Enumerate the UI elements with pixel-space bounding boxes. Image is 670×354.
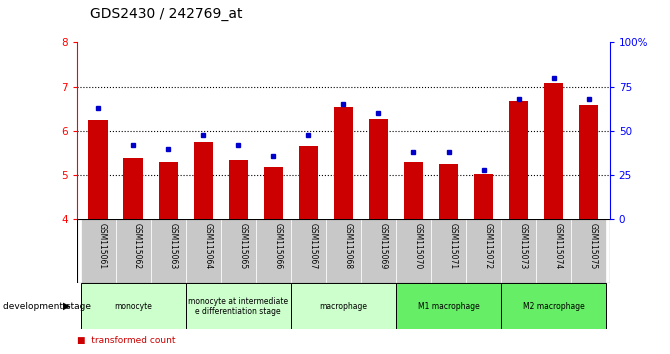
Text: GSM115068: GSM115068: [343, 223, 352, 269]
Bar: [80, 283, 186, 329]
Bar: [466, 219, 501, 283]
Bar: [264, 167, 283, 219]
Text: GSM115072: GSM115072: [484, 223, 492, 269]
Bar: [509, 101, 528, 219]
Bar: [80, 219, 116, 283]
Bar: [334, 107, 353, 219]
Text: M1 macrophage: M1 macrophage: [417, 302, 479, 311]
Bar: [501, 283, 606, 329]
Text: GSM115075: GSM115075: [589, 223, 598, 269]
Text: GSM115065: GSM115065: [239, 223, 247, 269]
Bar: [439, 164, 458, 219]
Text: GSM115070: GSM115070: [413, 223, 423, 269]
Text: GDS2430 / 242769_at: GDS2430 / 242769_at: [90, 7, 243, 21]
Bar: [228, 160, 248, 219]
Text: GSM115067: GSM115067: [308, 223, 318, 269]
Bar: [579, 105, 598, 219]
Bar: [404, 162, 423, 219]
Bar: [291, 283, 396, 329]
Text: GSM115074: GSM115074: [553, 223, 563, 269]
Text: monocyte at intermediate
e differentiation stage: monocyte at intermediate e differentiati…: [188, 297, 288, 316]
Bar: [474, 175, 493, 219]
Bar: [369, 119, 388, 219]
Bar: [159, 162, 178, 219]
Text: GSM115064: GSM115064: [203, 223, 212, 269]
Text: GSM115062: GSM115062: [133, 223, 142, 269]
Text: GSM115061: GSM115061: [98, 223, 107, 269]
Bar: [396, 283, 501, 329]
Text: ■  transformed count: ■ transformed count: [77, 336, 176, 345]
Bar: [123, 159, 143, 219]
Text: GSM115073: GSM115073: [519, 223, 527, 269]
Bar: [194, 142, 213, 219]
Bar: [536, 219, 571, 283]
Text: development stage: development stage: [3, 302, 91, 311]
Bar: [256, 219, 291, 283]
Bar: [571, 219, 606, 283]
Bar: [151, 219, 186, 283]
Text: macrophage: macrophage: [320, 302, 367, 311]
Bar: [116, 219, 151, 283]
Bar: [326, 219, 361, 283]
Bar: [88, 120, 108, 219]
Text: GSM115063: GSM115063: [168, 223, 177, 269]
Text: GSM115071: GSM115071: [448, 223, 458, 269]
Bar: [299, 147, 318, 219]
Text: GSM115066: GSM115066: [273, 223, 282, 269]
Bar: [361, 219, 396, 283]
Bar: [186, 283, 291, 329]
Bar: [291, 219, 326, 283]
Bar: [396, 219, 431, 283]
Text: M2 macrophage: M2 macrophage: [523, 302, 584, 311]
Text: monocyte: monocyte: [114, 302, 152, 311]
Text: GSM115069: GSM115069: [379, 223, 387, 269]
Bar: [431, 219, 466, 283]
Bar: [544, 83, 563, 219]
Bar: [186, 219, 220, 283]
Bar: [501, 219, 536, 283]
Bar: [220, 219, 256, 283]
Text: ▶: ▶: [63, 301, 70, 311]
